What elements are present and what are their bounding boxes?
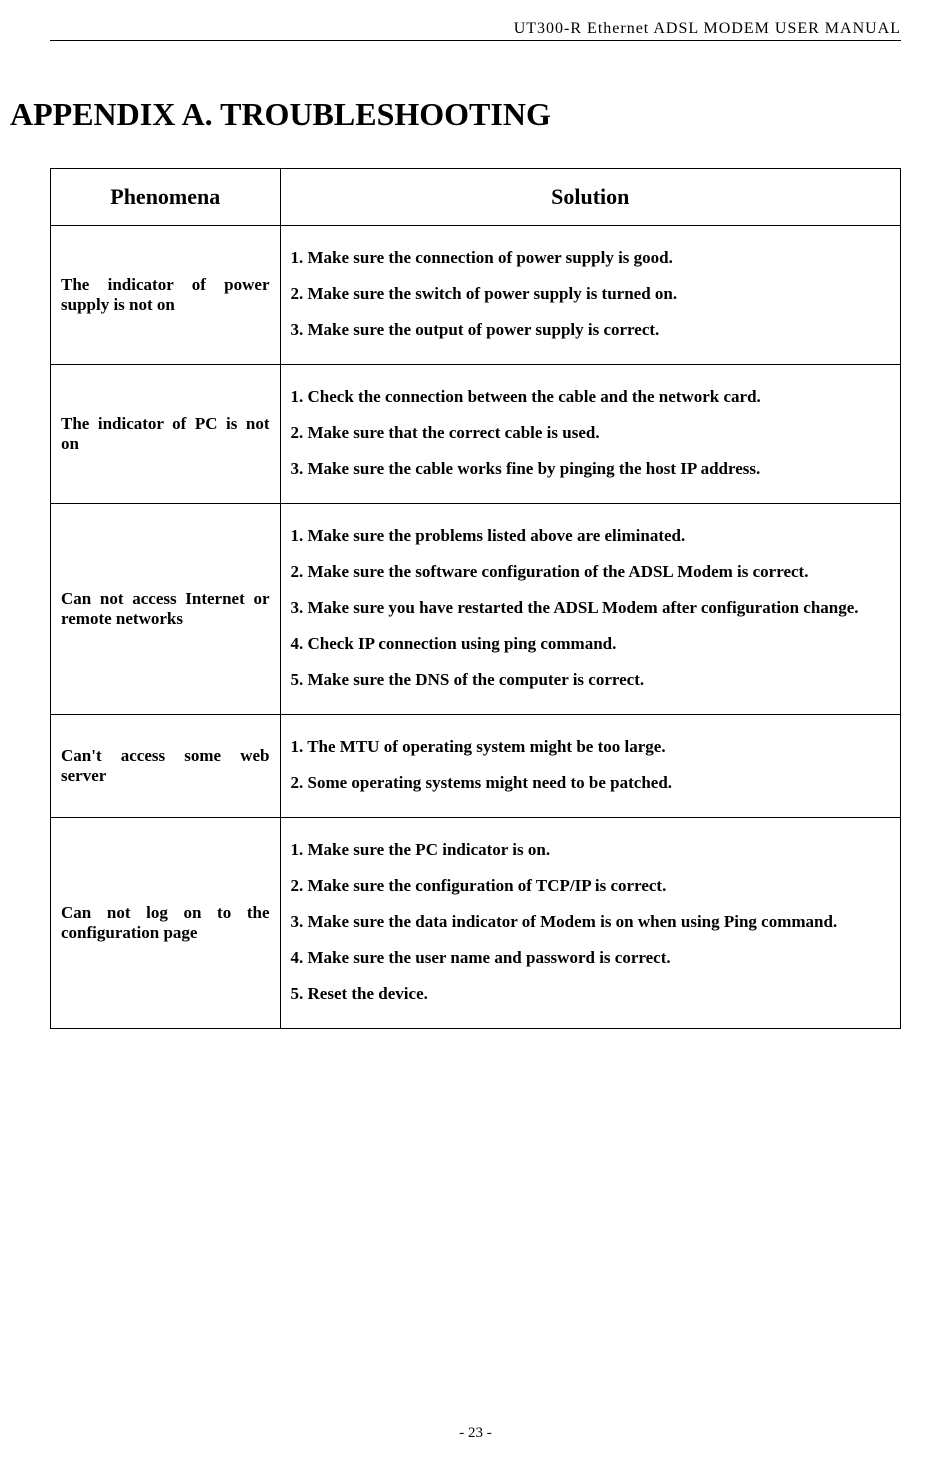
solution-item: 3. Make sure the output of power supply … (291, 313, 891, 347)
solution-item: 1. Make sure the problems listed above a… (291, 519, 891, 553)
solution-cell: 1. Make sure the PC indicator is on. 2. … (280, 818, 901, 1029)
solution-item: 1. Check the connection between the cabl… (291, 380, 891, 414)
solution-item: 2. Make sure the software configuration … (291, 555, 891, 589)
solution-item: 1. Make sure the PC indicator is on. (291, 833, 891, 867)
phenomena-cell: Can not log on to the configuration page (51, 818, 281, 1029)
solution-cell: 1. Check the connection between the cabl… (280, 365, 901, 504)
solution-cell: 1. Make sure the problems listed above a… (280, 504, 901, 715)
solution-item: 3. Make sure the data indicator of Modem… (291, 905, 891, 939)
solution-item: 5. Reset the device. (291, 977, 891, 1011)
table-row: Can not access Internet or remote networ… (51, 504, 901, 715)
solution-item: 2. Make sure the switch of power supply … (291, 277, 891, 311)
phenomena-cell: The indicator of power supply is not on (51, 226, 281, 365)
table-row: Can't access some web server 1. The MTU … (51, 715, 901, 818)
solution-cell: 1. The MTU of operating system might be … (280, 715, 901, 818)
phenomena-cell: The indicator of PC is not on (51, 365, 281, 504)
table-row: Can not log on to the configuration page… (51, 818, 901, 1029)
troubleshooting-table: Phenomena Solution The indicator of powe… (50, 168, 901, 1029)
header-divider (50, 40, 901, 41)
solution-item: 1. Make sure the connection of power sup… (291, 241, 891, 275)
solution-item: 4. Make sure the user name and password … (291, 941, 891, 975)
solution-cell: 1. Make sure the connection of power sup… (280, 226, 901, 365)
solution-item: 3. Make sure you have restarted the ADSL… (291, 591, 891, 625)
solution-item: 2. Make sure that the correct cable is u… (291, 416, 891, 450)
phenomena-cell: Can not access Internet or remote networ… (51, 504, 281, 715)
page-number: - 23 - (0, 1425, 951, 1442)
header-text: UT300-R Ethernet ADSL MODEM USER MANUAL (50, 20, 901, 38)
table-row: The indicator of power supply is not on … (51, 226, 901, 365)
solution-item: 1. The MTU of operating system might be … (291, 730, 891, 764)
column-phenomena: Phenomena (51, 169, 281, 226)
table-row: The indicator of PC is not on 1. Check t… (51, 365, 901, 504)
solution-item: 5. Make sure the DNS of the computer is … (291, 663, 891, 697)
solution-item: 2. Some operating systems might need to … (291, 766, 891, 800)
solution-item: 4. Check IP connection using ping comman… (291, 627, 891, 661)
solution-item: 2. Make sure the configuration of TCP/IP… (291, 869, 891, 903)
page-title: APPENDIX A. TROUBLESHOOTING (10, 96, 901, 133)
solution-item: 3. Make sure the cable works fine by pin… (291, 452, 891, 486)
column-solution: Solution (280, 169, 901, 226)
phenomena-cell: Can't access some web server (51, 715, 281, 818)
table-header-row: Phenomena Solution (51, 169, 901, 226)
